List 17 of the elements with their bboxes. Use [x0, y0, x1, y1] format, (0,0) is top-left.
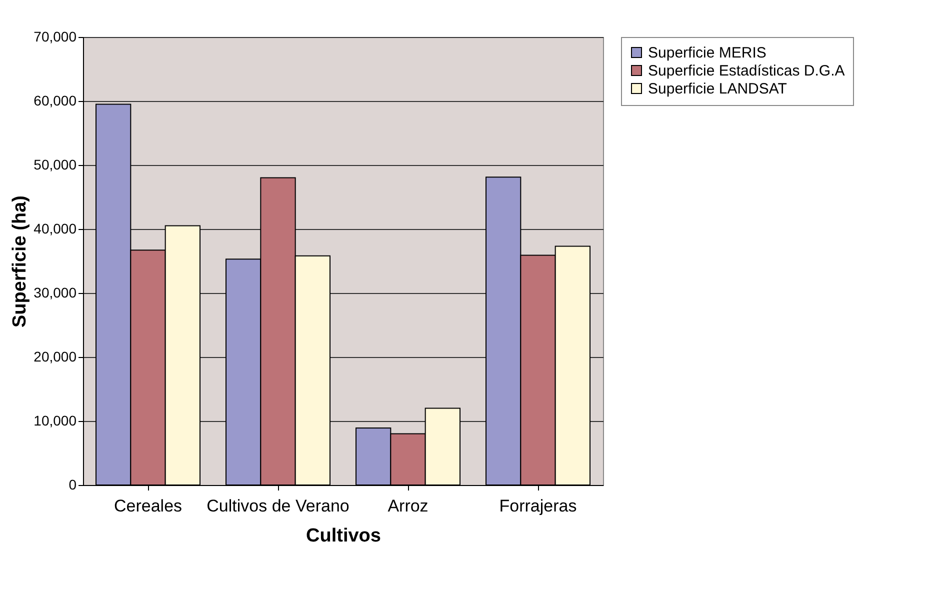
- y-tick-label: 50,000: [34, 156, 77, 172]
- x-tick-label: Forrajeras: [499, 496, 577, 516]
- legend-label: Superficie Estadísticas D.G.A: [648, 62, 845, 80]
- x-tick-label: Arroz: [388, 496, 428, 516]
- legend-label: Superficie MERIS: [648, 44, 766, 62]
- x-tick-label: Cultivos de Verano: [206, 496, 350, 516]
- legend-label: Superficie LANDSAT: [648, 80, 787, 98]
- y-tick-label: 60,000: [34, 92, 77, 108]
- y-tick-label: 10,000: [34, 412, 77, 428]
- y-axis-title: Superficie (ha): [10, 196, 31, 328]
- y-tick-label: 20,000: [34, 348, 77, 364]
- y-tick-label: 40,000: [34, 220, 77, 236]
- y-tick-label: 0: [68, 476, 77, 492]
- x-axis-title: Cultivos: [306, 526, 381, 546]
- x-tick-label: Cereales: [114, 496, 182, 516]
- y-tick-label: 30,000: [34, 284, 77, 300]
- y-tick-label: 70,000: [34, 28, 77, 44]
